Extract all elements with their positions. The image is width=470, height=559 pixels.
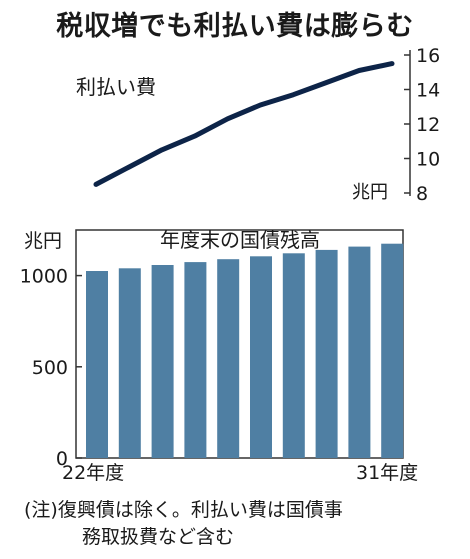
bar-chart-y-tick-label: 500 <box>32 357 68 379</box>
bar <box>348 246 371 458</box>
bar <box>381 243 404 458</box>
bar-chart-x-label-end: 31年度 <box>356 462 418 484</box>
bar-chart-y-tick-label: 0 <box>56 448 68 470</box>
bar <box>151 265 174 458</box>
bar-chart-y-ticks <box>76 274 82 459</box>
bar-chart: 兆円 年度末の国債残高 1000 500 0 22年度 31年度 <box>20 228 419 484</box>
page-title: 税収増でも利払い費は膨らむ <box>56 11 414 42</box>
footnote-line-1: (注)復興債は除く。利払い費は国債事 <box>24 499 343 521</box>
bar <box>217 259 240 458</box>
bar-chart-x-label-start: 22年度 <box>62 462 124 484</box>
line-chart-y-tick-labels: 16 14 12 10 8 <box>416 45 440 205</box>
line-chart-y-tick-label: 8 <box>416 183 428 205</box>
footnote: (注)復興債は除く。利払い費は国債事 務取扱費など含む <box>24 497 464 551</box>
bar <box>250 256 272 458</box>
bar <box>184 262 207 458</box>
line-chart-y-tick-label: 12 <box>416 114 440 136</box>
bar-chart-unit: 兆円 <box>24 230 62 252</box>
bar <box>118 268 141 458</box>
bar-chart-title: 年度末の国債残高 <box>160 228 320 252</box>
bar-series <box>86 243 404 458</box>
bar <box>315 249 338 458</box>
line-chart: 利払い費 16 14 12 10 8 兆円 <box>76 45 440 205</box>
footnote-line-2: 務取扱費など含む <box>82 526 235 548</box>
line-chart-y-tick-label: 14 <box>416 80 440 102</box>
bar <box>86 271 108 458</box>
bar-chart-y-tick-labels: 1000 500 0 <box>20 266 68 470</box>
line-chart-unit: 兆円 <box>352 182 388 203</box>
line-series <box>93 61 395 187</box>
line-chart-y-tick-label: 16 <box>416 45 440 67</box>
bar-chart-y-tick-label: 1000 <box>20 266 68 288</box>
line-chart-y-tick-label: 10 <box>416 149 440 171</box>
bar <box>282 253 305 458</box>
line-chart-y-ticks <box>404 54 410 194</box>
line-chart-title: 利払い費 <box>76 75 156 99</box>
